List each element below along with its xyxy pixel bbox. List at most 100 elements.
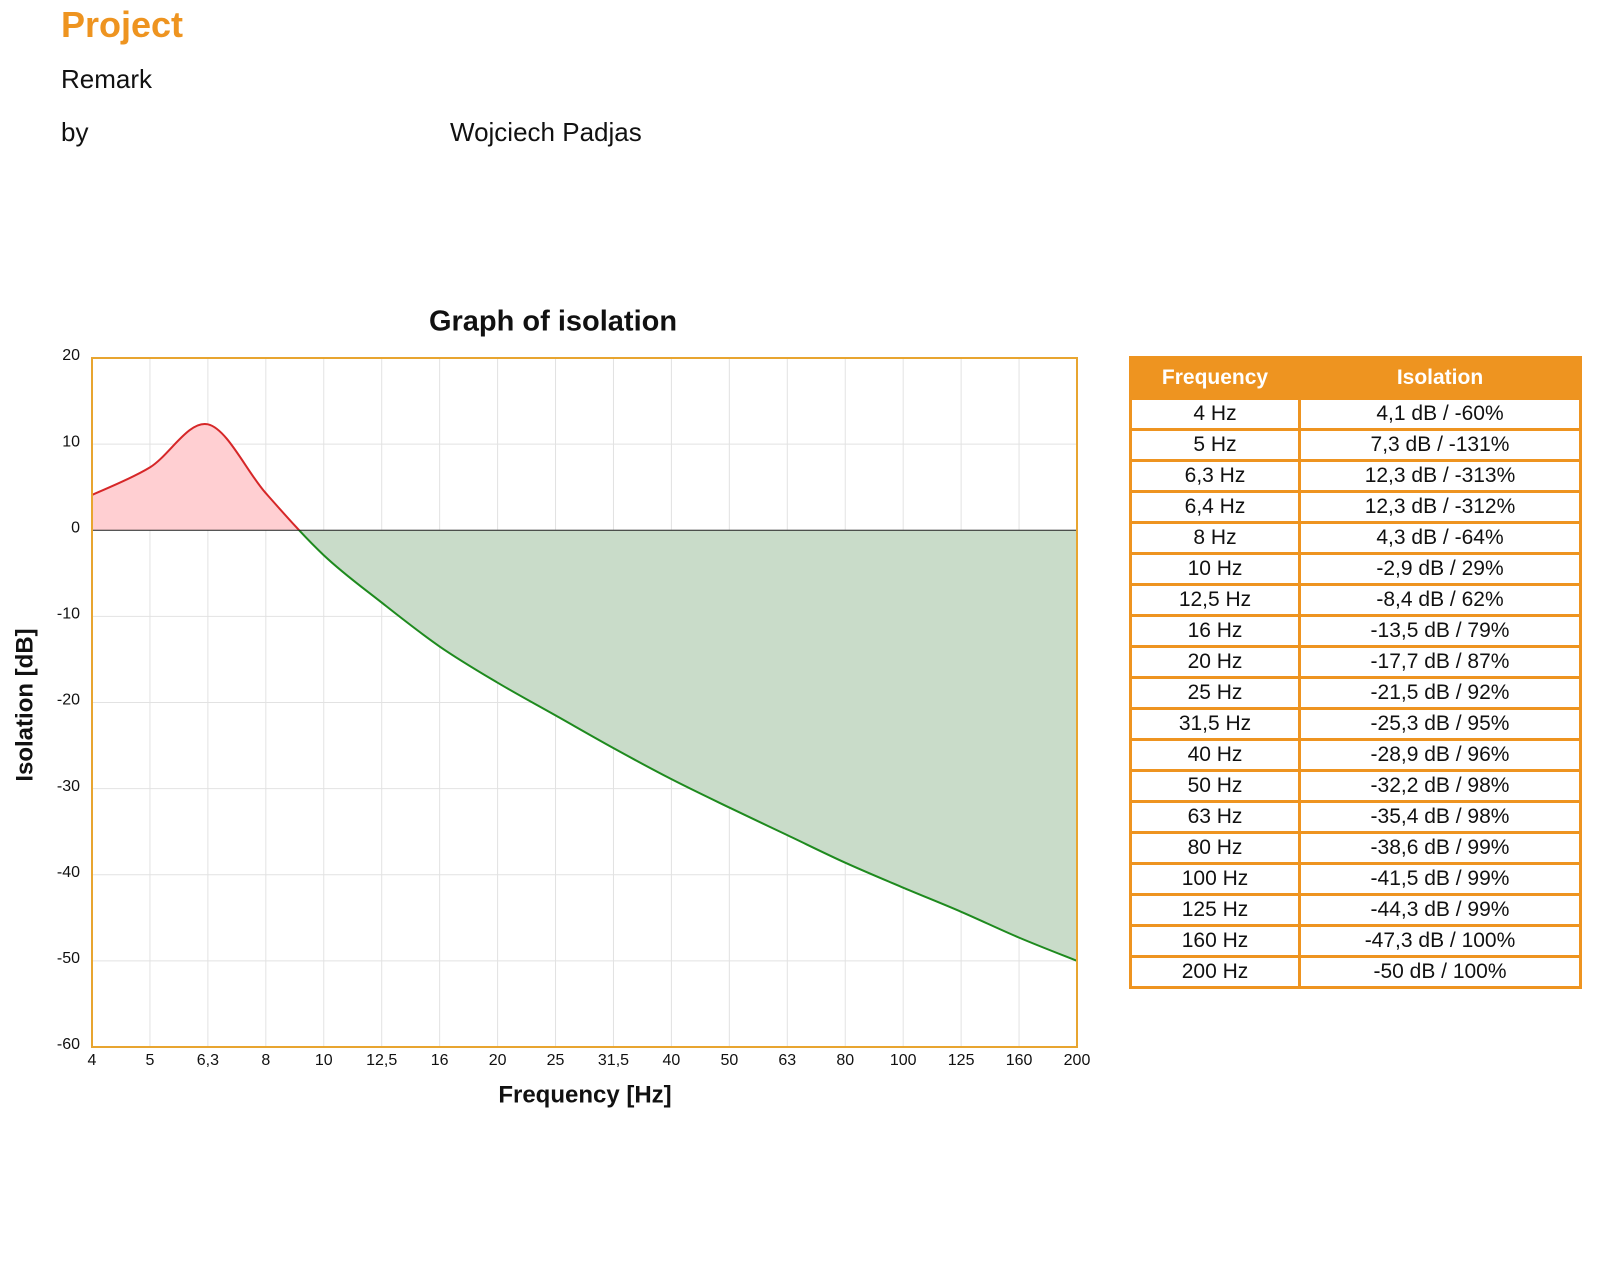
frequency-cell: 4 Hz — [1129, 397, 1301, 431]
x-tick-label: 10 — [315, 1052, 333, 1069]
isolation-cell: 12,3 dB / -313% — [1298, 459, 1582, 493]
positive-line — [92, 423, 301, 531]
table-row: 125 Hz -44,3 dB / 99% — [1129, 893, 1582, 927]
y-tick-label: -40 — [57, 864, 80, 881]
frequency-cell: 16 Hz — [1129, 614, 1301, 648]
y-tick-label: -20 — [57, 692, 80, 709]
plot-frame — [91, 357, 1078, 1048]
table-row: 160 Hz -47,3 dB / 100% — [1129, 924, 1582, 958]
y-tick-label: -10 — [57, 606, 80, 623]
table-row: 16 Hz -13,5 dB / 79% — [1129, 614, 1582, 648]
frequency-cell: 8 Hz — [1129, 521, 1301, 555]
isolation-cell: -28,9 dB / 96% — [1298, 738, 1582, 772]
y-tick-label: 20 — [62, 347, 80, 364]
frequency-cell: 12,5 Hz — [1129, 583, 1301, 617]
table-row: 63 Hz -35,4 dB / 98% — [1129, 800, 1582, 834]
x-tick-label: 6,3 — [197, 1052, 219, 1069]
isolation-cell: -13,5 dB / 79% — [1298, 614, 1582, 648]
x-tick-label: 50 — [720, 1052, 738, 1069]
x-tick-label: 100 — [890, 1052, 917, 1069]
y-tick-label: -30 — [57, 778, 80, 795]
table-row: 50 Hz -32,2 dB / 98% — [1129, 769, 1582, 803]
x-tick-label: 12,5 — [366, 1052, 397, 1069]
x-axis-label: Frequency [Hz] — [498, 1081, 671, 1108]
isolation-cell: -47,3 dB / 100% — [1298, 924, 1582, 958]
remark: Remark — [61, 64, 153, 94]
table-row: 31,5 Hz -25,3 dB / 95% — [1129, 707, 1582, 741]
frequency-cell: 80 Hz — [1129, 831, 1301, 865]
table-header: Frequency Isolation — [1129, 356, 1582, 400]
isolation-cell: -21,5 dB / 92% — [1298, 676, 1582, 710]
y-tick-label: 10 — [62, 433, 80, 450]
y-tick-label: 0 — [71, 519, 80, 536]
negative-region — [92, 530, 1077, 962]
y-tick-label: -50 — [57, 950, 80, 967]
frequency-cell: 31,5 Hz — [1129, 707, 1301, 741]
frequency-cell: 200 Hz — [1129, 955, 1301, 989]
frequency-cell: 6,3 Hz — [1129, 459, 1301, 493]
table-row: 8 Hz 4,3 dB / -64% — [1129, 521, 1582, 555]
isolation-cell: -8,4 dB / 62% — [1298, 583, 1582, 617]
x-tick-label: 125 — [948, 1052, 975, 1069]
y-axis-label: Isolation [dB] — [11, 628, 38, 781]
isolation-cell: 7,3 dB / -131% — [1298, 428, 1582, 462]
table-row: 200 Hz -50 dB / 100% — [1129, 955, 1582, 989]
frequency-cell: 5 Hz — [1129, 428, 1301, 462]
frequency-cell: 125 Hz — [1129, 893, 1301, 927]
frequency-cell: 50 Hz — [1129, 769, 1301, 803]
isolation-cell: 4,3 dB / -64% — [1298, 521, 1582, 555]
x-tick-label: 5 — [145, 1052, 154, 1069]
isolation-table: Frequency Isolation 4 Hz 4,1 dB / -60% 5 Hz… — [1129, 356, 1582, 989]
x-tick-label: 4 — [88, 1052, 97, 1069]
table-row: 100 Hz -41,5 dB / 99% — [1129, 862, 1582, 896]
isolation-cell: 4,1 dB / -60% — [1298, 397, 1582, 431]
positive-area — [92, 424, 1077, 531]
isolation-cell: -50 dB / 100% — [1298, 955, 1582, 989]
project-title: Project — [61, 4, 184, 45]
table-row: 4 Hz 4,1 dB / -60% — [1129, 397, 1582, 431]
frequency-cell: 25 Hz — [1129, 676, 1301, 710]
isolation-cell: 12,3 dB / -312% — [1298, 490, 1582, 524]
frequency-cell: 6,4 Hz — [1129, 490, 1301, 524]
frequency-cell: 100 Hz — [1129, 862, 1301, 896]
positive-region — [92, 423, 1077, 531]
author: Wojciech Padjas — [450, 117, 642, 147]
by-label: by — [61, 117, 89, 147]
table-row: 80 Hz -38,6 dB / 99% — [1129, 831, 1582, 865]
frequency-cell: 40 Hz — [1129, 738, 1301, 772]
x-tick-label: 160 — [1006, 1052, 1033, 1069]
x-tick-label: 16 — [431, 1052, 449, 1069]
table-body: 4 Hz 4,1 dB / -60% 5 Hz 7,3 dB / -131% 6,3 H… — [1129, 397, 1582, 989]
column-header: Isolation — [1298, 356, 1582, 400]
table-row: 6,4 Hz 12,3 dB / -312% — [1129, 490, 1582, 524]
x-tick-label: 25 — [547, 1052, 565, 1069]
negative-line — [297, 530, 1077, 962]
x-tick-label: 20 — [489, 1052, 507, 1069]
isolation-cell: -41,5 dB / 99% — [1298, 862, 1582, 896]
frequency-cell: 63 Hz — [1129, 800, 1301, 834]
x-tick-label: 8 — [261, 1052, 270, 1069]
y-tick-label: -60 — [57, 1036, 80, 1053]
table-row: 10 Hz -2,9 dB / 29% — [1129, 552, 1582, 586]
x-tick-label: 200 — [1064, 1052, 1091, 1069]
negative-area — [92, 530, 1077, 961]
isolation-cell: -35,4 dB / 98% — [1298, 800, 1582, 834]
table-row: 20 Hz -17,7 dB / 87% — [1129, 645, 1582, 679]
column-header: Frequency — [1129, 356, 1301, 400]
table-row: 12,5 Hz -8,4 dB / 62% — [1129, 583, 1582, 617]
isolation-cell: -32,2 dB / 98% — [1298, 769, 1582, 803]
isolation-cell: -17,7 dB / 87% — [1298, 645, 1582, 679]
chart-title: Graph of isolation — [429, 306, 677, 338]
table-row: 5 Hz 7,3 dB / -131% — [1129, 428, 1582, 462]
x-tick-label: 31,5 — [598, 1052, 629, 1069]
x-tick-label: 63 — [778, 1052, 796, 1069]
isolation-cell: -2,9 dB / 29% — [1298, 552, 1582, 586]
x-tick-label: 80 — [836, 1052, 854, 1069]
frequency-cell: 160 Hz — [1129, 924, 1301, 958]
table-row: 40 Hz -28,9 dB / 96% — [1129, 738, 1582, 772]
table-row: 6,3 Hz 12,3 dB / -313% — [1129, 459, 1582, 493]
x-tick-label: 40 — [663, 1052, 681, 1069]
table-row: 25 Hz -21,5 dB / 92% — [1129, 676, 1582, 710]
frequency-cell: 20 Hz — [1129, 645, 1301, 679]
